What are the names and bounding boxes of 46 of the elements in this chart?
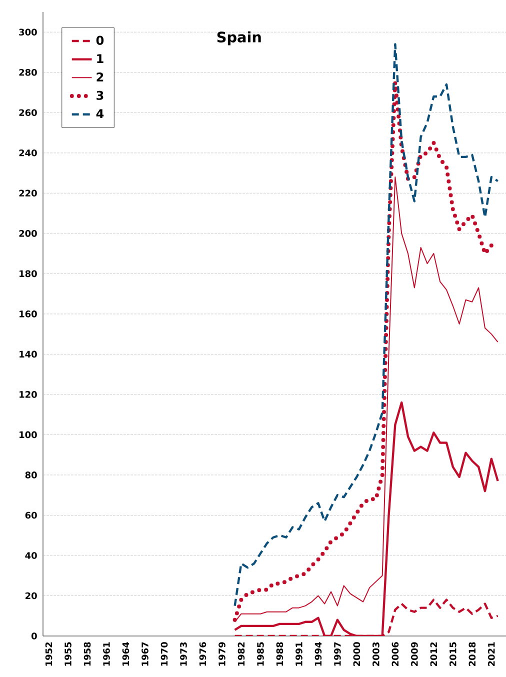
x-tick-label: 1973 — [180, 642, 187, 666]
legend-label: 2 — [96, 72, 104, 82]
x-tick-label: 1967 — [142, 642, 148, 666]
text: Spain — [217, 31, 261, 46]
y-tick-label: 300 — [19, 28, 37, 36]
y-tick-label: 160 — [20, 310, 37, 318]
x-tick-label: 1955 — [64, 642, 72, 666]
y-tick-label: 220 — [19, 190, 37, 197]
y-tick-label: 120 — [20, 391, 37, 398]
x-tick-label: 2018 — [468, 642, 476, 666]
x-tick-label: 1994 — [314, 642, 322, 666]
y-tick-label: 40 — [25, 552, 37, 559]
x-tick-label: 2006 — [392, 642, 399, 666]
x-tick-label: 1985 — [257, 642, 264, 666]
x-tick-label: 1982 — [238, 642, 245, 666]
legend-label: 3 — [96, 90, 104, 100]
x-tick-label: 1970 — [160, 642, 168, 666]
y-tick-label: 180 — [20, 270, 37, 278]
x-tick-label: 1958 — [84, 642, 91, 666]
legend-label: 0 — [96, 36, 104, 45]
x-tick-label: 1997 — [334, 642, 341, 666]
x-tick-label: 1964 — [122, 642, 130, 666]
x-tick-label: 2015 — [450, 642, 456, 666]
y-tick-label: 60 — [25, 512, 37, 519]
y-tick-label: 280 — [19, 68, 37, 76]
y-tick-label: 0 — [31, 632, 37, 640]
y-tick-label: 260 — [19, 109, 37, 116]
x-tick-label: 1991 — [296, 642, 302, 666]
x-tick-label: 2009 — [411, 642, 418, 666]
x-tick-label: 2000 — [353, 642, 360, 666]
y-tick-label: 240 — [19, 149, 37, 156]
y-tick-label: 140 — [20, 350, 37, 358]
legend-label: 1 — [97, 54, 104, 63]
x-tick-label: 2003 — [372, 642, 380, 666]
y-tick-label: 20 — [26, 592, 37, 600]
x-tick-label: 1979 — [218, 642, 226, 666]
x-tick-label: 1988 — [276, 642, 284, 666]
x-tick-label: 2021 — [488, 642, 495, 666]
x-tick-label: 1976 — [199, 642, 206, 666]
x-tick-label: 2012 — [430, 642, 438, 666]
y-tick-label: 100 — [20, 431, 37, 438]
x-tick-label: 1961 — [103, 642, 110, 666]
x-tick-label: 1952 — [45, 642, 52, 666]
y-tick-label: 200 — [19, 230, 37, 237]
y-tick-label: 80 — [25, 472, 37, 478]
legend-label: 4 — [96, 109, 104, 118]
